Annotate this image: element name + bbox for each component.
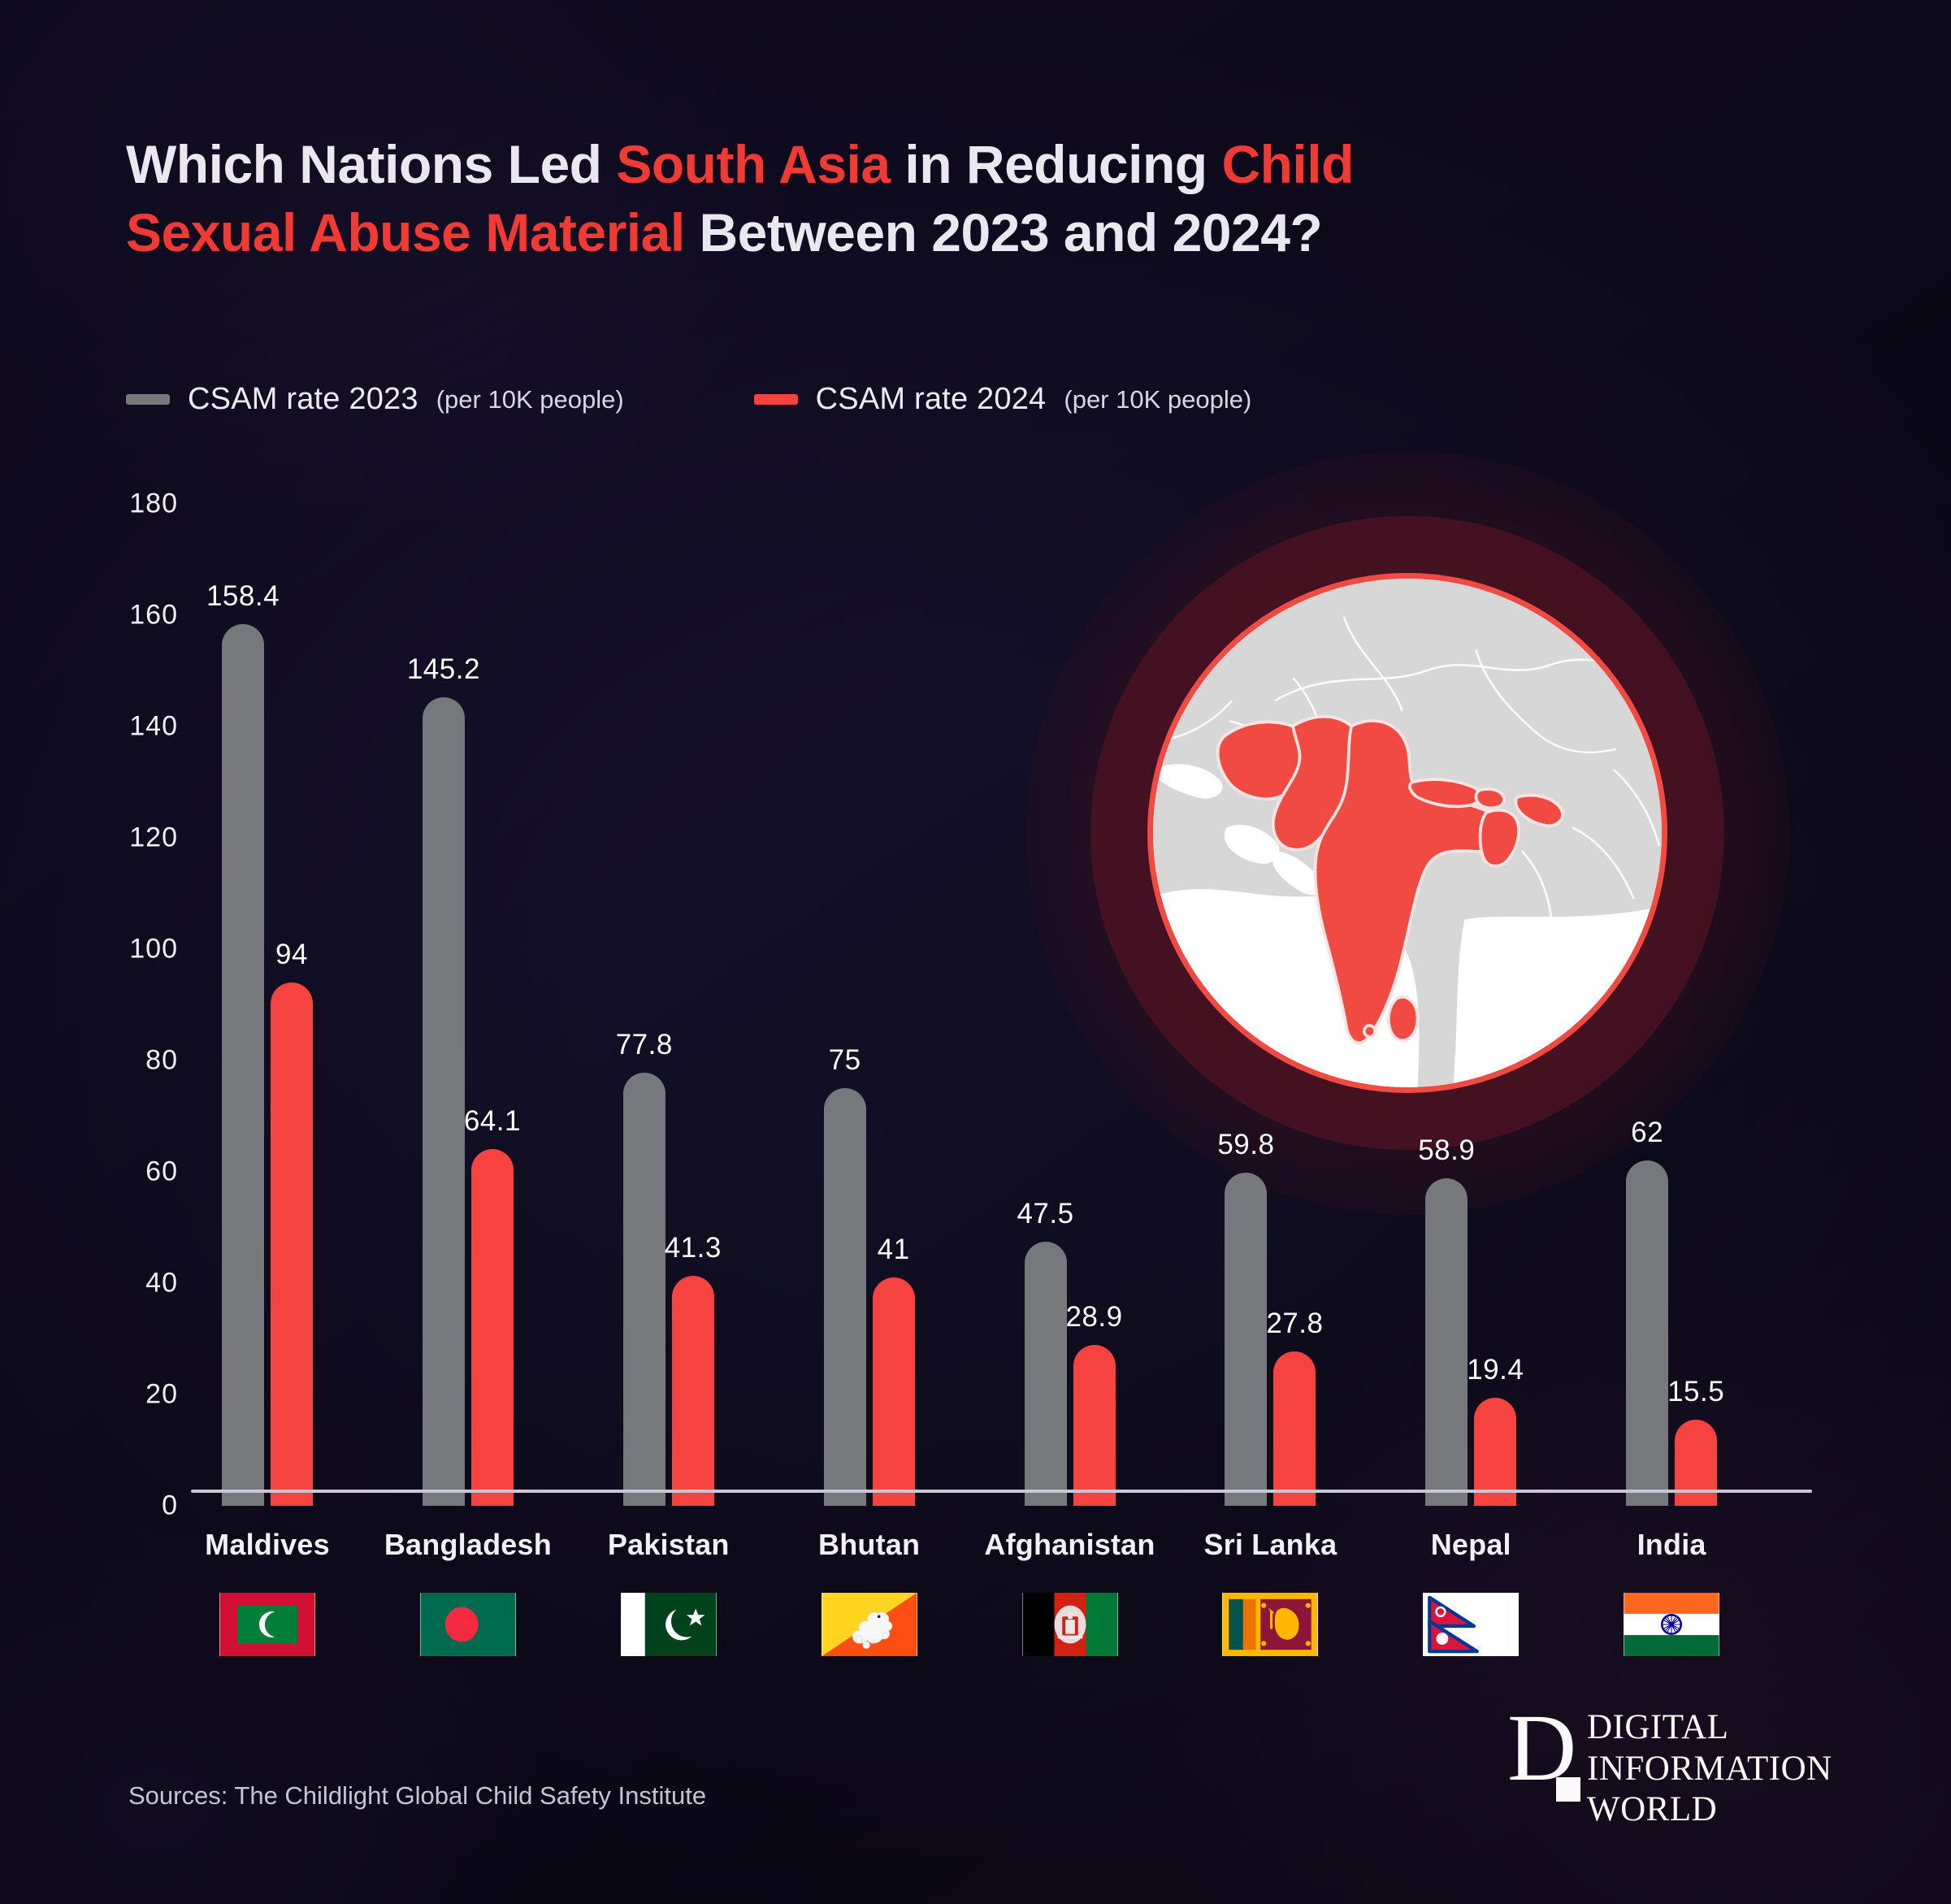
logo-wordmark: DIGITAL INFORMATION WORLD: [1587, 1702, 1832, 1831]
category-label-pakistan: Pakistan: [607, 1528, 730, 1561]
bar-value-label: 94: [275, 939, 308, 971]
bar-bhutan-2024[interactable]: [872, 1277, 915, 1506]
y-axis-tick-0: 0: [162, 1490, 178, 1521]
category-label-bangladesh: Bangladesh: [384, 1528, 552, 1561]
legend-sublabel-2023: (per 10K people): [436, 384, 624, 414]
title-part-1: Which Nations Led: [126, 134, 617, 194]
legend-label-2024: CSAM rate 2024: [815, 382, 1047, 416]
source-note: Sources: The Childlight Global Child Saf…: [128, 1781, 707, 1810]
y-axis-tick-100: 100: [129, 933, 178, 965]
bar-value-label: 15.5: [1667, 1375, 1725, 1407]
bar-value-label: 58.9: [1418, 1134, 1476, 1166]
bar-afghanistan-2024[interactable]: [1073, 1345, 1116, 1506]
legend-swatch-2024-icon: [753, 394, 798, 405]
title-part-2: in Reducing: [890, 134, 1222, 194]
category-label-afghanistan: Afghanistan: [984, 1528, 1155, 1561]
bar-value-label: 47.5: [1017, 1197, 1074, 1230]
bar-value-label: 62: [1631, 1117, 1664, 1149]
logo-line-1: DIGITAL: [1587, 1708, 1729, 1746]
bar-india-2023[interactable]: [1626, 1160, 1669, 1506]
x-axis-line: [191, 1490, 1812, 1493]
flag-maldives-icon: [219, 1593, 315, 1656]
y-axis-tick-80: 80: [145, 1044, 178, 1076]
brand-logo: D DIGITAL INFORMATION WORLD: [1507, 1699, 1832, 1831]
legend-swatch-2023-icon: [126, 394, 170, 405]
bar-afghanistan-2023[interactable]: [1024, 1241, 1067, 1506]
bar-india-2024[interactable]: [1675, 1419, 1718, 1506]
y-axis-tick-180: 180: [129, 488, 178, 519]
flag-srilanka-icon: [1222, 1593, 1319, 1656]
bar-sri-lanka-2024[interactable]: [1273, 1351, 1316, 1506]
category-label-sri-lanka: Sri Lanka: [1203, 1528, 1338, 1561]
bar-pakistan-2023[interactable]: [622, 1073, 666, 1506]
flag-nepal-icon: [1423, 1593, 1520, 1656]
bar-value-label: 158.4: [206, 579, 280, 612]
category-label-india: India: [1637, 1528, 1706, 1561]
flag-pakistan-icon: [620, 1593, 717, 1656]
logo-line-3: WORLD: [1587, 1790, 1718, 1829]
bar-chart: 0 20 40 60 80 100 120 140 160 180 158.4 94 145.2 64.1…: [0, 488, 1951, 1544]
bar-maldives-2023[interactable]: [222, 623, 264, 1506]
title-highlight-south-asia: South Asia: [616, 134, 891, 194]
bar-sri-lanka-2023[interactable]: [1225, 1173, 1268, 1506]
title-highlight-child: Child: [1221, 134, 1354, 194]
bar-value-label: 77.8: [615, 1029, 673, 1061]
bar-value-label: 75: [828, 1044, 861, 1077]
legend-item-2023: CSAM rate 2023 (per 10K people): [126, 382, 624, 417]
category-label-maldives: Maldives: [205, 1528, 330, 1561]
bar-nepal-2023[interactable]: [1425, 1178, 1468, 1506]
bar-maldives-2024[interactable]: [271, 982, 313, 1506]
flag-bangladesh-icon: [419, 1593, 516, 1656]
logo-square-icon: [1556, 1777, 1580, 1802]
bar-value-label: 28.9: [1065, 1301, 1123, 1334]
bar-value-label: 19.4: [1467, 1354, 1524, 1386]
chart-legend: CSAM rate 2023 (per 10K people) CSAM rat…: [126, 382, 1251, 417]
category-label-nepal: Nepal: [1430, 1528, 1511, 1561]
flag-afghanistan-icon: [1021, 1593, 1118, 1656]
logo-line-2: INFORMATION: [1587, 1749, 1832, 1788]
map-disc: [1153, 579, 1662, 1087]
country-flags: [199, 1593, 1804, 1698]
legend-item-2024: CSAM rate 2024 (per 10K people): [753, 382, 1252, 417]
page-title: Which Nations Led South Asia in Reducing…: [126, 130, 1792, 267]
y-axis-tick-40: 40: [145, 1267, 178, 1299]
bar-value-label: 41: [877, 1234, 910, 1266]
bar-bangladesh-2023[interactable]: [422, 697, 465, 1506]
plot-area: 0 20 40 60 80 100 120 140 160 180 158.4 94 145.2 64.1…: [129, 488, 1804, 1521]
bar-bhutan-2023[interactable]: [823, 1088, 866, 1506]
y-axis-tick-120: 120: [129, 822, 178, 853]
y-axis-tick-160: 160: [129, 599, 178, 631]
y-axis-tick-140: 140: [129, 710, 178, 742]
logo-mark-icon: D: [1507, 1699, 1580, 1802]
flag-india-icon: [1624, 1593, 1720, 1656]
bar-pakistan-2024[interactable]: [671, 1276, 714, 1506]
bar-value-label: 27.8: [1266, 1307, 1324, 1339]
bar-value-label: 41.3: [664, 1232, 722, 1264]
south-asia-map-graphic: [1025, 451, 1789, 1215]
bar-value-label: 59.8: [1217, 1129, 1275, 1161]
title-highlight-sexual-abuse-material: Sexual Abuse Material: [126, 202, 685, 263]
title-part-3: Between 2023 and 2024?: [684, 202, 1323, 263]
y-axis-tick-20: 20: [145, 1378, 178, 1410]
legend-sublabel-2024: (per 10K people): [1064, 384, 1252, 414]
category-labels: Maldives Bangladesh Pakistan Bhutan Afghanis…: [199, 1528, 1804, 1577]
legend-label-2023: CSAM rate 2023: [188, 382, 418, 416]
bar-value-label: 145.2: [406, 653, 480, 686]
bar-value-label: 64.1: [463, 1104, 521, 1137]
bar-nepal-2024[interactable]: [1474, 1398, 1517, 1506]
bar-bangladesh-2024[interactable]: [470, 1148, 514, 1506]
category-label-bhutan: Bhutan: [818, 1528, 921, 1561]
y-axis-tick-60: 60: [145, 1156, 178, 1187]
flag-bhutan-icon: [821, 1593, 917, 1656]
south-asia-map-icon: [1153, 579, 1662, 1087]
